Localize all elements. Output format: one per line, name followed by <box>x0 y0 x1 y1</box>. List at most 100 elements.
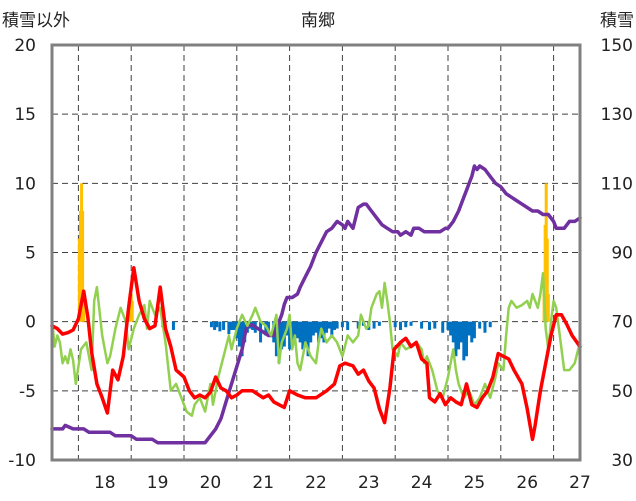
snow_change-bar <box>332 321 336 330</box>
y-left-tick-label: -10 <box>8 451 36 471</box>
axis-ticks: -10 -5 0 5 10 15 20 30 50 70 90 110 130 150 18 19 20 21 22… <box>8 36 633 493</box>
snow_change-bar <box>483 321 487 333</box>
snow_change-bar <box>335 321 339 329</box>
x-tick-label: 24 <box>411 473 433 493</box>
snow_change-bar <box>478 321 482 329</box>
snow_change-bar <box>454 321 458 357</box>
snow_change-bar <box>393 321 397 328</box>
y-left-tick-label: 10 <box>14 174 36 194</box>
snow_change-bar <box>470 321 474 343</box>
y-left-tick-label: 20 <box>14 36 36 56</box>
snow_change-bar <box>467 321 471 336</box>
precipitation-bar <box>81 211 85 322</box>
precipitation-bar <box>546 294 550 322</box>
chart-title: 南郷 <box>301 11 335 31</box>
snow_change-bar <box>372 321 376 329</box>
x-tick-label: 19 <box>147 473 169 493</box>
snow_change-bar <box>227 321 231 335</box>
x-tick-label: 20 <box>200 473 222 493</box>
snow_change-bar <box>340 321 344 328</box>
y-right-tick-label: 30 <box>611 451 633 471</box>
snow_change-bar <box>237 321 241 347</box>
x-tick-label: 25 <box>464 473 486 493</box>
snow_change-bar <box>317 321 321 343</box>
snow_change-bar <box>433 321 437 329</box>
snow_change-bar <box>293 321 297 336</box>
bar-series <box>77 183 550 364</box>
x-tick-label: 27 <box>569 473 591 493</box>
snow_change-bar <box>232 321 236 330</box>
snow_depth-line <box>50 164 582 445</box>
snow_change-bar <box>441 321 445 333</box>
snow_change-bar <box>209 321 213 328</box>
y-right-tick-label: 150 <box>601 36 633 56</box>
snow_change-bar <box>296 321 300 339</box>
y-right-tick-label: 50 <box>611 382 633 402</box>
snow_change-bar <box>230 321 234 330</box>
snow_change-bar <box>377 321 381 326</box>
precipitation-bar <box>545 238 549 322</box>
snow_change-bar <box>215 321 219 328</box>
snow_change-bar <box>309 321 313 343</box>
y-left-tick-label: -5 <box>19 382 36 402</box>
right-axis-label: 積雪 <box>600 11 634 31</box>
temperature-line <box>50 265 582 442</box>
snow_change-bar <box>171 321 175 330</box>
snow_change-bar <box>314 321 318 333</box>
snow_change-bar <box>472 321 476 339</box>
y-left-tick-label: 0 <box>25 313 36 333</box>
x-tick-label: 23 <box>358 473 380 493</box>
snow_change-bar <box>409 321 413 326</box>
snow_change-bar <box>303 321 307 343</box>
snow_change-bar <box>240 321 244 357</box>
snow_change-bar <box>306 321 310 357</box>
snow_change-bar <box>464 321 468 357</box>
snow_change-bar <box>459 321 463 343</box>
precipitation-bar <box>82 300 86 322</box>
x-tick-label: 18 <box>94 473 116 493</box>
x-tick-label: 22 <box>305 473 327 493</box>
plot-frame <box>50 43 582 462</box>
y-right-tick-label: 130 <box>601 105 633 125</box>
y-right-tick-label: 70 <box>611 313 633 333</box>
snow_change-bar <box>398 321 402 330</box>
snow_change-bar <box>288 321 292 350</box>
left-axis-label: 積雪以外 <box>2 11 70 31</box>
snow_change-bar <box>462 321 466 361</box>
snow_change-bar <box>449 321 453 336</box>
snow_change-bar <box>218 321 222 332</box>
gridlines <box>52 45 580 460</box>
y-left-tick-label: 15 <box>14 105 36 125</box>
snow_change-bar <box>356 321 360 329</box>
snow_change-bar <box>457 321 461 350</box>
snow_change-bar <box>428 321 432 330</box>
snow_change-bar <box>264 321 268 336</box>
x-tick-label: 21 <box>252 473 274 493</box>
line-series <box>50 164 582 445</box>
snow_change-bar <box>274 321 278 357</box>
snow_change-bar <box>213 321 217 330</box>
y-right-tick-label: 110 <box>601 174 633 194</box>
snow_change-bar <box>301 321 305 350</box>
snow_change-bar <box>330 321 334 336</box>
snow_change-bar <box>451 321 455 343</box>
snow_change-bar <box>222 321 226 330</box>
snow_change-bar <box>404 321 408 328</box>
snow_change-bar <box>446 321 450 330</box>
snow_change-bar <box>325 321 329 333</box>
x-tick-label: 26 <box>516 473 538 493</box>
snow_change-bar <box>420 321 424 329</box>
snow_change-bar <box>488 321 492 328</box>
snow_change-bar <box>266 321 270 333</box>
snow_change-bar <box>327 321 331 329</box>
snow_change-bar <box>290 321 294 343</box>
precipitation-bar <box>130 300 134 322</box>
snow_change-bar <box>311 321 315 336</box>
y-left-tick-label: 5 <box>25 244 36 264</box>
wind-line <box>50 272 582 417</box>
snow_change-bar <box>298 321 302 343</box>
snow_change-bar <box>346 321 350 330</box>
y-right-tick-label: 90 <box>611 244 633 264</box>
snow_change-bar <box>280 321 284 350</box>
